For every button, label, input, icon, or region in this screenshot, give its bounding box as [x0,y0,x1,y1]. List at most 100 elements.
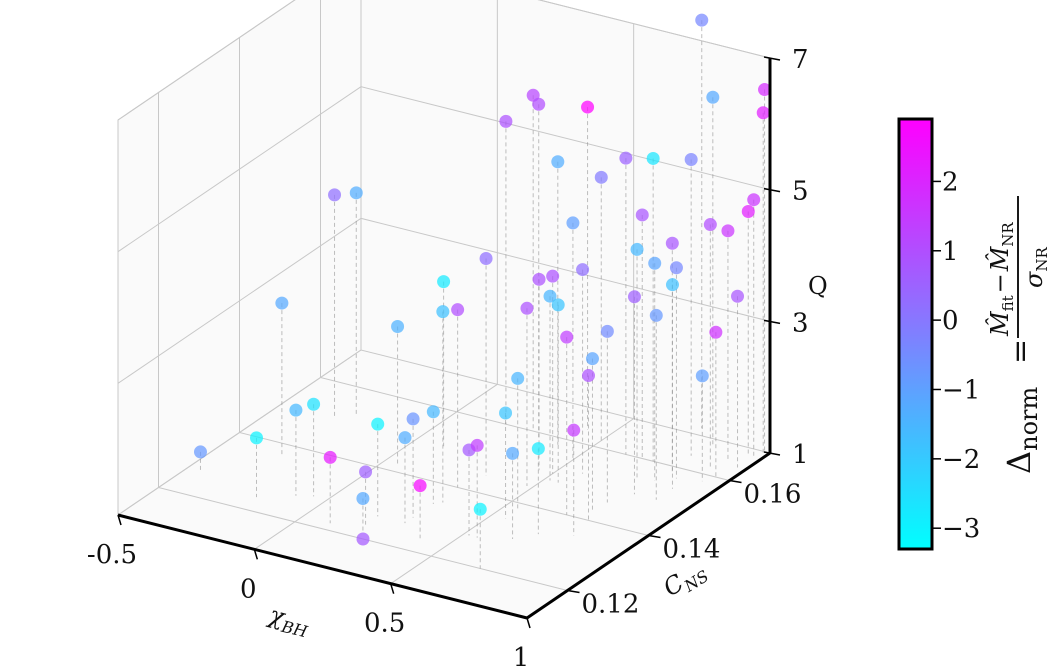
data-point-47 [648,256,662,270]
data-point-41 [646,151,660,165]
colorbar-label: Δnorm = M̂fit−M̂NR σNR [986,196,1051,474]
data-point-29 [566,216,580,230]
colorbar-tick-label-3: 0 [942,306,959,336]
x-tick-label-3: 1 [513,643,530,666]
x-tick-1 [253,549,259,560]
data-point-49 [706,90,720,104]
data-point-54 [567,423,581,437]
data-point-31 [543,289,557,303]
x-tick-label-1: 0 [240,574,257,604]
x-tick-label-0: -0.5 [87,540,137,570]
data-point-37 [576,263,590,277]
data-point-12 [356,492,370,506]
svg-text:Δnorm: Δnorm [1000,387,1043,474]
data-point-7 [391,320,405,334]
data-point-30 [546,269,560,283]
x-axis-label: χBH [264,600,314,642]
data-point-45 [473,502,487,516]
colorbar: −3 −2 −1 0 1 2 Δnorm = M̂fit−M̂NR σNR [897,117,1051,551]
data-point-21 [398,431,412,445]
data-point-50 [627,290,641,304]
colorbar-label-num-a: M̂ [986,310,1014,337]
data-point-58 [649,308,663,322]
y-tick-label-1: 0.14 [663,535,721,565]
data-point-57 [665,278,679,292]
z-tick-label-3: 7 [792,45,809,75]
data-point-39 [635,208,649,222]
data-point-15 [532,97,546,111]
data-point-67 [756,106,770,120]
data-point-44 [531,442,545,456]
z-tick-2 [763,187,781,193]
data-point-10 [371,417,385,431]
colorbar-label-eq: = [1003,339,1038,364]
data-point-40 [695,13,709,27]
data-point-51 [600,324,614,338]
data-point-60 [721,224,735,238]
y-tick-1 [648,534,661,539]
data-point-5 [289,403,303,417]
data-point-46 [630,242,644,256]
data-point-8 [437,275,451,289]
x-tick-0 [117,514,122,526]
data-point-61 [741,204,755,218]
data-point-48 [684,153,698,167]
z-tick-0 [763,451,781,456]
data-point-3 [328,188,342,202]
x-tick-2 [389,583,395,594]
z-tick-label-1: 3 [792,308,809,338]
colorbar-label-lhs-sub: norm [1015,387,1043,451]
colorbar-tick-label-5: 2 [942,167,959,197]
z-tick-label-0: 1 [792,440,809,470]
colorbar-tick-label-4: 1 [942,237,959,267]
data-point-2 [349,186,363,200]
data-point-62 [747,193,761,207]
data-point-55 [665,236,679,250]
data-point-36 [470,438,484,452]
data-point-20 [406,412,420,426]
tick-labels: -0.5 0 0.5 1 0.12 0.14 0.16 1 3 5 7 [87,45,809,666]
data-point-38 [619,151,633,165]
data-point-28 [594,170,608,184]
data-point-63 [731,289,745,303]
data-point-25 [520,301,534,315]
back-pane [361,0,770,453]
z-axis-label: Q [808,272,828,300]
y-tick-2 [729,479,742,484]
x-axis-line [117,513,528,620]
data-point-23 [413,479,427,493]
data-point-16 [479,251,493,265]
colorbar-tick-label-1: −2 [942,445,980,475]
data-point-52 [585,352,599,366]
data-point-53 [582,369,596,383]
data-point-4 [250,431,263,445]
z-tick-3 [763,56,781,61]
colorbar-label-den: σ [1020,271,1048,288]
colorbar-tick-label-0: −3 [942,514,980,544]
colorbar-tick-label-2: −1 [942,375,980,405]
svg-text:σNR: σNR [1020,246,1051,288]
colorbar-label-lhs: Δ [1000,451,1038,474]
data-point-19 [426,405,440,419]
data-point-59 [703,218,717,232]
data-point-34 [499,406,513,420]
data-point-1 [275,296,289,310]
colorbar-gradient [897,117,934,551]
data-point-22 [356,532,370,546]
z-tick-1 [763,319,781,325]
data-point-33 [511,371,525,385]
z-tick-label-2: 5 [792,177,809,207]
data-point-0 [193,445,207,459]
y-tick-0 [567,589,580,594]
x-tick-3 [526,617,531,629]
data-point-66 [758,83,772,97]
data-point-56 [669,261,683,275]
data-point-9 [323,450,337,464]
y-tick-label-2: 0.16 [744,480,802,510]
y-tick-label-0: 0.12 [582,590,640,620]
data-point-26 [551,155,565,169]
colorbar-ticks: −3 −2 −1 0 1 2 [932,167,980,544]
data-point-65 [695,369,709,383]
data-point-17 [436,305,450,319]
